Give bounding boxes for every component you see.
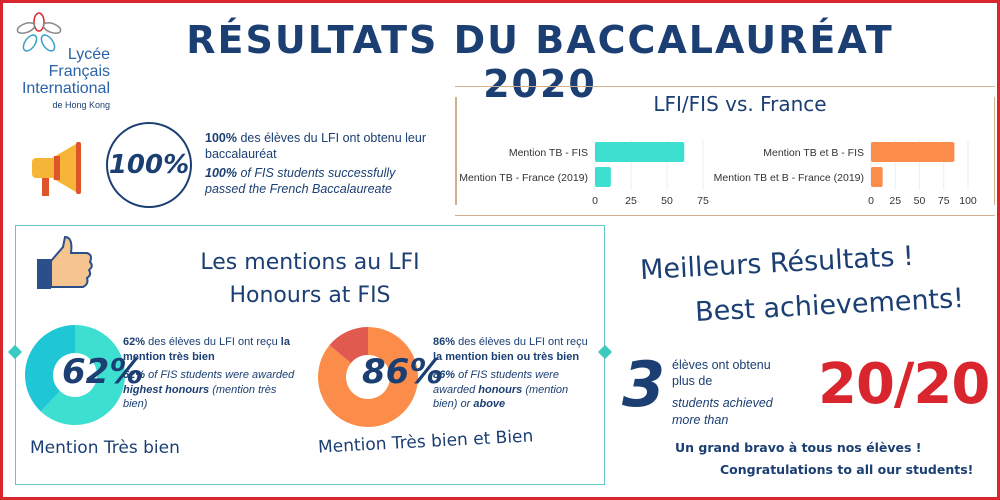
pass-rate-text: 100% des élèves du LFI ont obtenu leur b… bbox=[205, 130, 435, 197]
page-title: RÉSULTATS DU BACCALAURÉAT 2020 bbox=[186, 18, 894, 106]
mentions-title-fr: Les mentions au LFI bbox=[200, 250, 420, 275]
en-bold: honours bbox=[478, 383, 523, 396]
pass-rate-fr-bold: 100% bbox=[205, 131, 237, 145]
pass-rate-circle: 100% bbox=[106, 122, 192, 208]
bravo-fr: Un grand bravo à tous nos élèves ! bbox=[675, 440, 922, 455]
donut-segment bbox=[317, 327, 418, 427]
donut-label: 62% bbox=[62, 352, 144, 392]
logo-line: International bbox=[21, 80, 110, 97]
bar bbox=[871, 142, 955, 162]
logo-line: de Hong Kong bbox=[52, 100, 110, 110]
x-tick-label: 25 bbox=[889, 195, 901, 207]
category-label: Mention TB - France (2019) bbox=[459, 172, 588, 184]
donut-segment bbox=[40, 325, 125, 425]
donut-label: 86% bbox=[362, 352, 444, 392]
x-tick-label: 50 bbox=[661, 195, 673, 207]
fr-bold: 62% bbox=[123, 336, 146, 348]
pass-rate-en-bold: 100% bbox=[205, 166, 237, 180]
en-text: (mention très bien) bbox=[123, 383, 277, 411]
fr-bold: la mention bien ou très bien bbox=[433, 350, 580, 363]
mention-donuts bbox=[25, 325, 418, 427]
bar bbox=[871, 167, 883, 187]
bar bbox=[595, 167, 611, 187]
category-label: Mention TB et B - FIS bbox=[763, 147, 864, 159]
en-bold: 62% bbox=[123, 369, 146, 381]
fr-text: des élèves du LFI ont reçu bbox=[145, 336, 281, 348]
pass-rate-fr-text: des élèves du LFI ont obtenu leur baccal… bbox=[205, 131, 426, 161]
donut-caption: Mention Très bien bbox=[30, 438, 180, 458]
logo-flower-icon bbox=[16, 12, 62, 52]
x-tick-label: 75 bbox=[697, 195, 709, 207]
best-title-fr: Meilleurs Résultats ! bbox=[639, 240, 915, 287]
logo-line: Français bbox=[48, 63, 110, 80]
mention-tb-text: 62% des élèves du LFI ont reçu la mentio… bbox=[123, 335, 298, 412]
x-tick-label: 75 bbox=[938, 195, 950, 207]
bar bbox=[595, 142, 685, 162]
en-text: of FIS students were awarded bbox=[145, 369, 295, 381]
comparison-charts: 0 25 50 75 Mention TB - FIS Mention TB - Fran… bbox=[459, 140, 977, 207]
logo-line: Lycée bbox=[67, 46, 110, 63]
en-bold: 86% bbox=[433, 369, 456, 381]
best-count: 3 bbox=[622, 348, 666, 421]
best-score: 20/20 bbox=[818, 352, 990, 417]
en-text: of FIS students were awarded bbox=[433, 369, 559, 396]
x-tick-label: 0 bbox=[592, 195, 598, 207]
x-tick-label: 100 bbox=[959, 195, 977, 207]
fr-bold: la mention très bien bbox=[123, 336, 290, 363]
mention-tb-b-text: 86% des élèves du LFI ont reçu la mentio… bbox=[433, 335, 593, 412]
best-fr-text: élèves ont obtenu plus de bbox=[672, 358, 771, 388]
fr-text: des élèves du LFI ont reçu bbox=[455, 336, 588, 348]
en-text: (mention bien) or bbox=[433, 383, 569, 411]
best-title-en: Best achievements! bbox=[694, 282, 965, 329]
bravo-en: Congratulations to all our students! bbox=[720, 462, 974, 477]
donut-segment bbox=[329, 327, 368, 363]
comparison-chart-box bbox=[455, 86, 995, 216]
pass-rate-en-text: of FIS students successfully passed the … bbox=[205, 166, 396, 196]
donut-segment bbox=[25, 325, 75, 412]
fr-bold: 86% bbox=[433, 336, 456, 348]
megaphone-icon bbox=[32, 142, 81, 196]
mentions-title-en: Honours at FIS bbox=[229, 283, 391, 308]
category-label: Mention TB et B - France (2019) bbox=[714, 172, 864, 184]
category-label: Mention TB - FIS bbox=[509, 147, 588, 159]
en-bold: above bbox=[473, 398, 506, 410]
pass-rate-value: 100% bbox=[108, 150, 190, 180]
best-en-text: students achieved more than bbox=[672, 396, 773, 427]
chart-title: LFI/FIS vs. France bbox=[653, 92, 827, 116]
x-tick-label: 25 bbox=[625, 195, 637, 207]
x-tick-label: 0 bbox=[868, 195, 874, 207]
logo: Lycée Français International de Hong Kon… bbox=[10, 46, 110, 114]
en-bold: highest honours bbox=[123, 383, 210, 396]
thumbs-up-icon bbox=[37, 235, 93, 289]
x-tick-label: 50 bbox=[914, 195, 926, 207]
